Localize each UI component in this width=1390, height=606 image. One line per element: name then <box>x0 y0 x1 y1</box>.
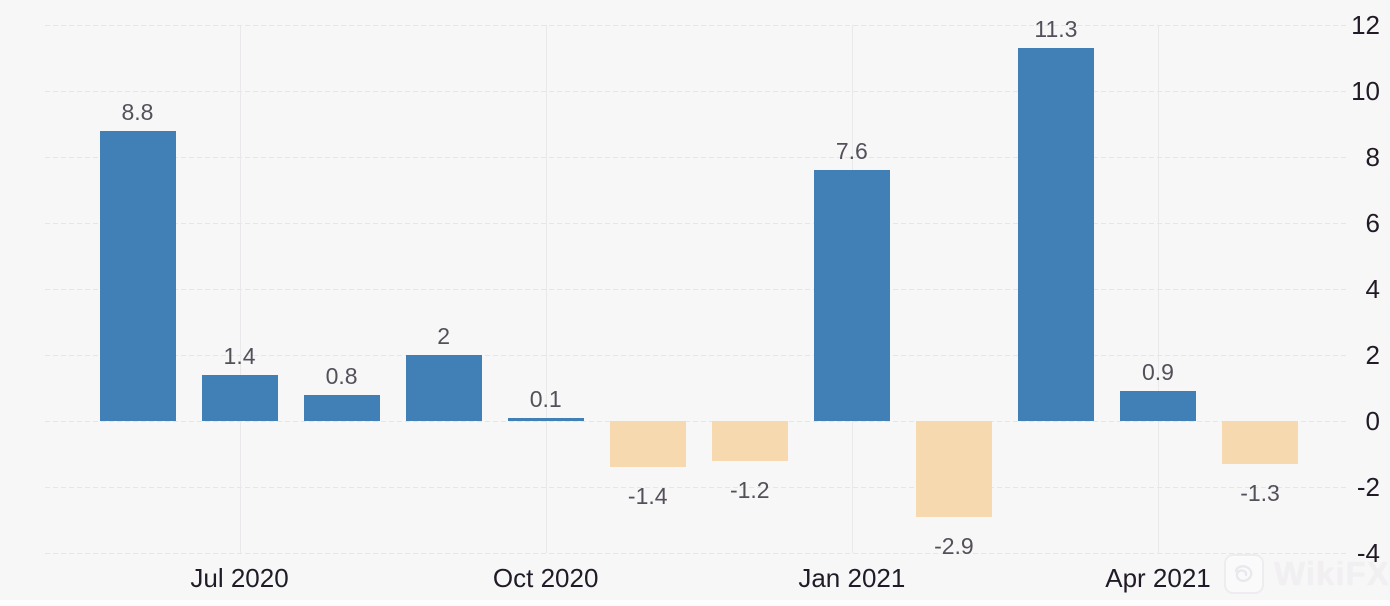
y-tick-label: 12 <box>1351 10 1380 40</box>
y-tick-label: 4 <box>1365 274 1380 304</box>
bar <box>405 355 482 421</box>
bar-value-label: -1.4 <box>627 483 668 510</box>
watermark: WikiFX <box>1224 552 1390 596</box>
y-grid-line <box>45 552 1348 554</box>
x-grid-line <box>545 25 547 553</box>
bar-value-label: 0.8 <box>325 362 358 389</box>
y-tick-label: 6 <box>1365 208 1380 238</box>
bar-value-label: -1.3 <box>1240 479 1280 506</box>
bar-value-label: -2.9 <box>934 532 974 559</box>
y-grid-line <box>45 156 1348 158</box>
y-grid-line <box>45 354 1348 356</box>
y-grid-line <box>45 486 1348 488</box>
x-grid-line <box>239 25 241 553</box>
y-tick-label: -2 <box>1356 472 1380 502</box>
bar <box>1017 48 1094 421</box>
wikifx-logo-icon <box>1224 554 1264 594</box>
bar-value-label: 7.6 <box>835 138 868 165</box>
bar <box>303 394 380 421</box>
bar-value-label: -1.2 <box>729 476 770 503</box>
bar-value-label: 0.1 <box>529 385 562 412</box>
bar-value-label: 8.8 <box>121 98 154 125</box>
x-tick-label: Apr 2021 <box>1105 563 1211 593</box>
x-tick-label: Jan 2021 <box>798 563 906 593</box>
x-grid-line <box>1158 25 1159 553</box>
y-grid-line <box>45 222 1348 224</box>
x-tick-label: Oct 2020 <box>492 563 599 593</box>
bar-value-label: 11.3 <box>1034 16 1078 43</box>
bar <box>99 130 176 421</box>
y-tick-label: 10 <box>1351 76 1380 106</box>
y-grid-line <box>45 420 1348 422</box>
y-tick-label: -4 <box>1356 538 1380 568</box>
watermark-text: WikiFX <box>1274 555 1390 592</box>
y-tick-label: 2 <box>1365 340 1380 370</box>
y-grid-line <box>45 288 1348 290</box>
bar <box>1222 421 1299 464</box>
bottom-margin <box>0 600 1390 606</box>
bar <box>507 417 584 421</box>
y-grid-line <box>45 90 1348 92</box>
bar <box>609 421 686 468</box>
bar-value-label: 1.4 <box>223 342 256 369</box>
bar <box>711 421 788 461</box>
x-tick-label: Jul 2020 <box>190 563 289 593</box>
y-tick-label: 0 <box>1365 406 1380 436</box>
bar-value-label: 0.9 <box>1142 359 1174 386</box>
bar <box>1120 391 1196 421</box>
y-grid-line <box>45 24 1348 26</box>
bar <box>201 374 278 421</box>
bar-value-label: 2 <box>437 323 451 349</box>
y-tick-label: 8 <box>1365 142 1380 172</box>
bar <box>915 421 992 517</box>
bar <box>813 170 890 421</box>
